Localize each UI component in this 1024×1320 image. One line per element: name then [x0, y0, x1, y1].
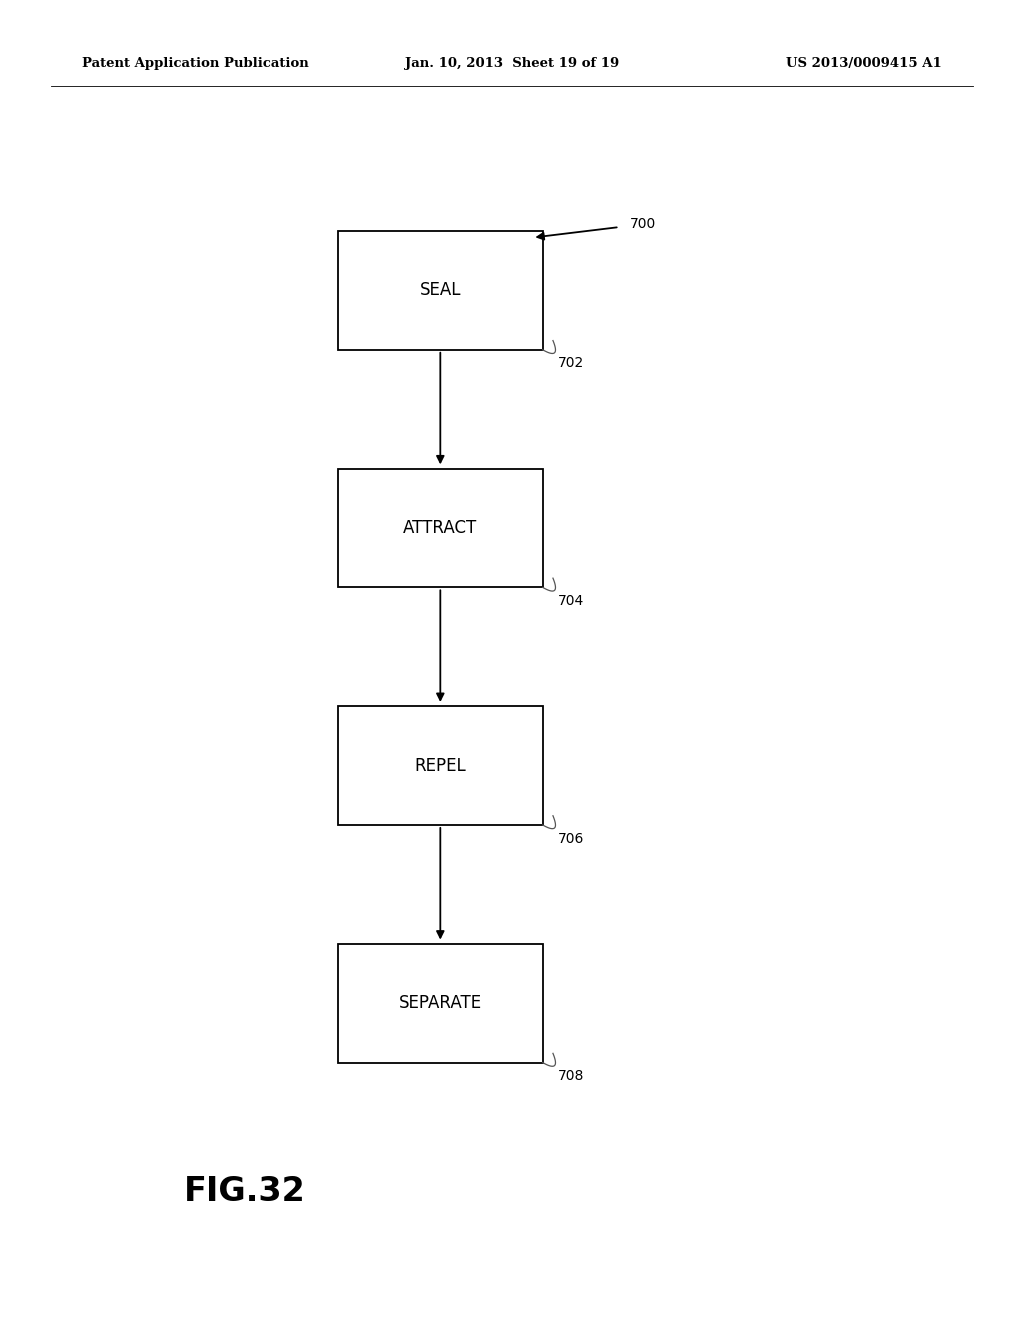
Text: 708: 708	[558, 1069, 585, 1084]
Bar	[338, 706, 543, 825]
Text: Jan. 10, 2013  Sheet 19 of 19: Jan. 10, 2013 Sheet 19 of 19	[404, 57, 620, 70]
Bar	[338, 231, 543, 350]
Text: SEAL: SEAL	[420, 281, 461, 300]
Text: 702: 702	[558, 356, 585, 371]
Text: 700: 700	[630, 218, 656, 231]
Bar	[338, 944, 543, 1063]
Text: 706: 706	[558, 832, 585, 846]
Text: Patent Application Publication: Patent Application Publication	[82, 57, 308, 70]
Text: ATTRACT: ATTRACT	[403, 519, 477, 537]
Bar	[338, 469, 543, 587]
Text: US 2013/0009415 A1: US 2013/0009415 A1	[786, 57, 942, 70]
Text: REPEL: REPEL	[415, 756, 466, 775]
Text: SEPARATE: SEPARATE	[398, 994, 482, 1012]
Text: 704: 704	[558, 594, 585, 609]
Text: FIG.32: FIG.32	[184, 1175, 306, 1208]
